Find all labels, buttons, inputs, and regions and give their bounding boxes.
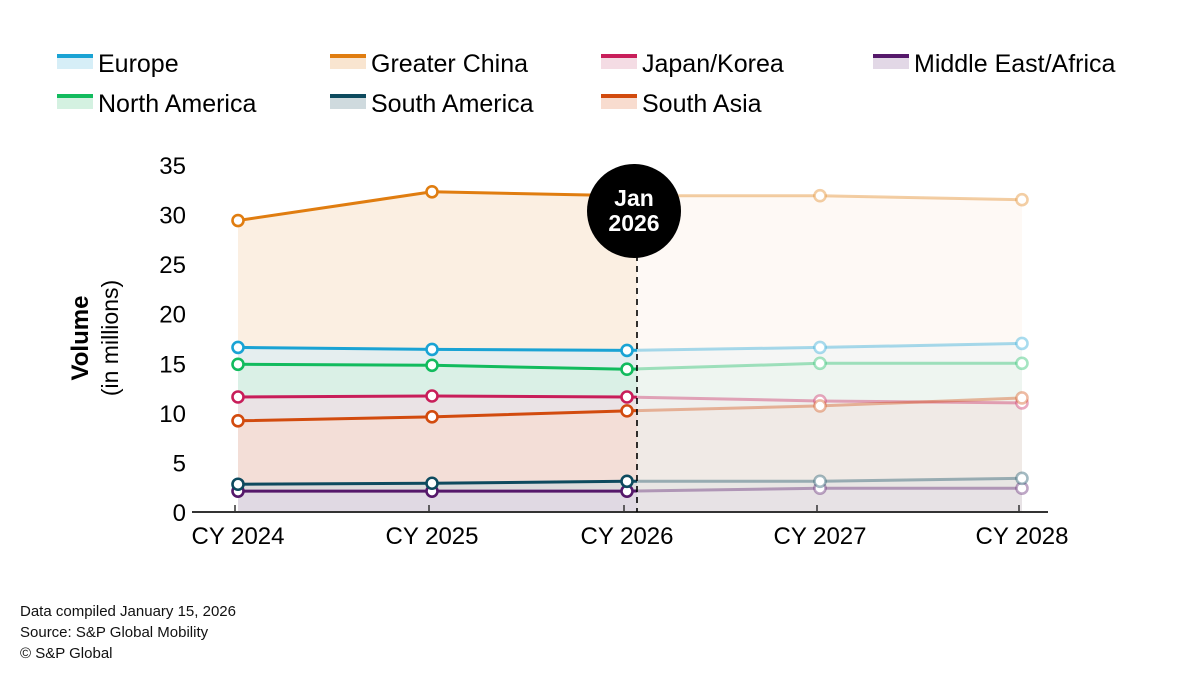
point-south-america (231, 477, 245, 492)
legend-label: Japan/Korea (642, 50, 784, 78)
point-japan-korea (425, 389, 439, 403)
area-forecast-south-asia (637, 397, 1022, 512)
legend-swatch-line (601, 54, 637, 58)
y-tick-label: 15 (159, 351, 186, 378)
series-points (231, 184, 1029, 498)
legend-label: South America (371, 90, 534, 118)
legend-swatch-fill (330, 95, 366, 109)
x-tick-label: CY 2025 (386, 523, 479, 550)
point-south-america (813, 474, 827, 489)
point-south-america (1015, 471, 1029, 486)
point-greater-china (813, 188, 827, 203)
x-tick-label: CY 2024 (192, 523, 285, 550)
point-greater-china (425, 184, 439, 199)
point-north-america (620, 362, 634, 377)
legend-item-north-america: North America (57, 90, 256, 118)
legend-swatch-line (873, 54, 909, 58)
y-tick-label: 5 (173, 450, 186, 477)
legend-item-south-asia: South Asia (601, 90, 762, 118)
point-south-america (620, 474, 634, 489)
point-south-asia (813, 399, 827, 413)
point-north-america (1015, 356, 1029, 371)
legend-swatch-line (330, 54, 366, 58)
point-japan-korea (620, 390, 634, 404)
legend-swatch-fill (601, 55, 637, 69)
x-axis-ticks: CY 2024 CY 2025 CY 2026 CY 2027 CY 2028 (192, 505, 1069, 550)
area-forecast-north-america (637, 363, 1022, 512)
point-europe (1015, 336, 1029, 351)
footer: Data compiled January 15, 2026 Source: S… (20, 601, 236, 664)
point-greater-china (1015, 192, 1029, 207)
point-europe (620, 343, 634, 358)
legend: Europe Greater China Japan/Korea Middle Eas… (57, 50, 1116, 118)
footer-source: Source: S&P Global Mobility (20, 624, 209, 641)
point-europe (425, 342, 439, 357)
legend-swatch-fill (601, 95, 637, 109)
y-tick-label: 25 (159, 252, 186, 279)
y-tick-label: 0 (173, 500, 186, 527)
x-tick-label: CY 2026 (581, 523, 674, 550)
x-tick-label: CY 2028 (976, 523, 1069, 550)
legend-label: Middle East/Africa (914, 50, 1116, 78)
legend-swatch-fill (57, 95, 93, 109)
legend-label: South Asia (642, 90, 762, 118)
point-north-america (231, 357, 245, 372)
area-forecast-europe (637, 343, 1022, 512)
legend-swatch-line (57, 94, 93, 98)
y-tick-label: 35 (159, 153, 186, 180)
y-tick-label: 20 (159, 302, 186, 329)
legend-swatch-line (601, 94, 637, 98)
forecast-date-month: Jan (614, 185, 654, 211)
legend-label: Europe (98, 50, 179, 78)
point-south-asia (620, 404, 634, 418)
forecast-date-badge (587, 164, 681, 258)
legend-label: Greater China (371, 50, 528, 78)
y-tick-label: 10 (159, 401, 186, 428)
point-south-asia (231, 413, 245, 428)
area-actual-middle-east-africa (238, 491, 637, 512)
point-north-america (425, 358, 439, 373)
y-axis-ticks: 0 5 10 15 20 25 30 35 (159, 153, 186, 527)
y-tick-label: 30 (159, 203, 186, 230)
forecast-marker: Jan 2026 (587, 164, 681, 512)
point-north-america (813, 356, 827, 371)
point-japan-korea (231, 390, 245, 404)
forecast-date-year: 2026 (608, 210, 659, 236)
legend-label: North America (98, 90, 256, 118)
legend-item-middle-east-africa: Middle East/Africa (873, 50, 1116, 78)
legend-swatch-line (330, 94, 366, 98)
point-south-asia (1015, 391, 1029, 405)
y-axis-label: Volume (in millions) (67, 280, 123, 396)
point-south-asia (425, 410, 439, 424)
area-forecast-middle-east-africa (637, 488, 1022, 512)
legend-swatch-fill (57, 55, 93, 69)
footer-copyright: © S&P Global (20, 645, 113, 662)
point-europe (231, 340, 245, 355)
x-tick-label: CY 2027 (774, 523, 867, 550)
legend-item-south-america: South America (330, 90, 534, 118)
legend-item-greater-china: Greater China (330, 50, 528, 78)
footer-compiled-date: Data compiled January 15, 2026 (20, 603, 236, 620)
y-axis-title: Volume (67, 296, 94, 381)
area-forecast-greater-china (637, 195, 1022, 512)
legend-item-europe: Europe (57, 50, 179, 78)
area-forecast-japan-korea (637, 397, 1022, 512)
point-greater-china (231, 213, 245, 228)
y-axis-subtitle: (in millions) (97, 280, 123, 396)
point-europe (813, 340, 827, 355)
legend-item-japan-korea: Japan/Korea (601, 50, 784, 78)
point-south-america (425, 476, 439, 491)
legend-swatch-fill (873, 55, 909, 69)
legend-swatch-line (57, 54, 93, 58)
legend-swatch-fill (330, 55, 366, 69)
area-forecast-south-america (637, 478, 1022, 512)
